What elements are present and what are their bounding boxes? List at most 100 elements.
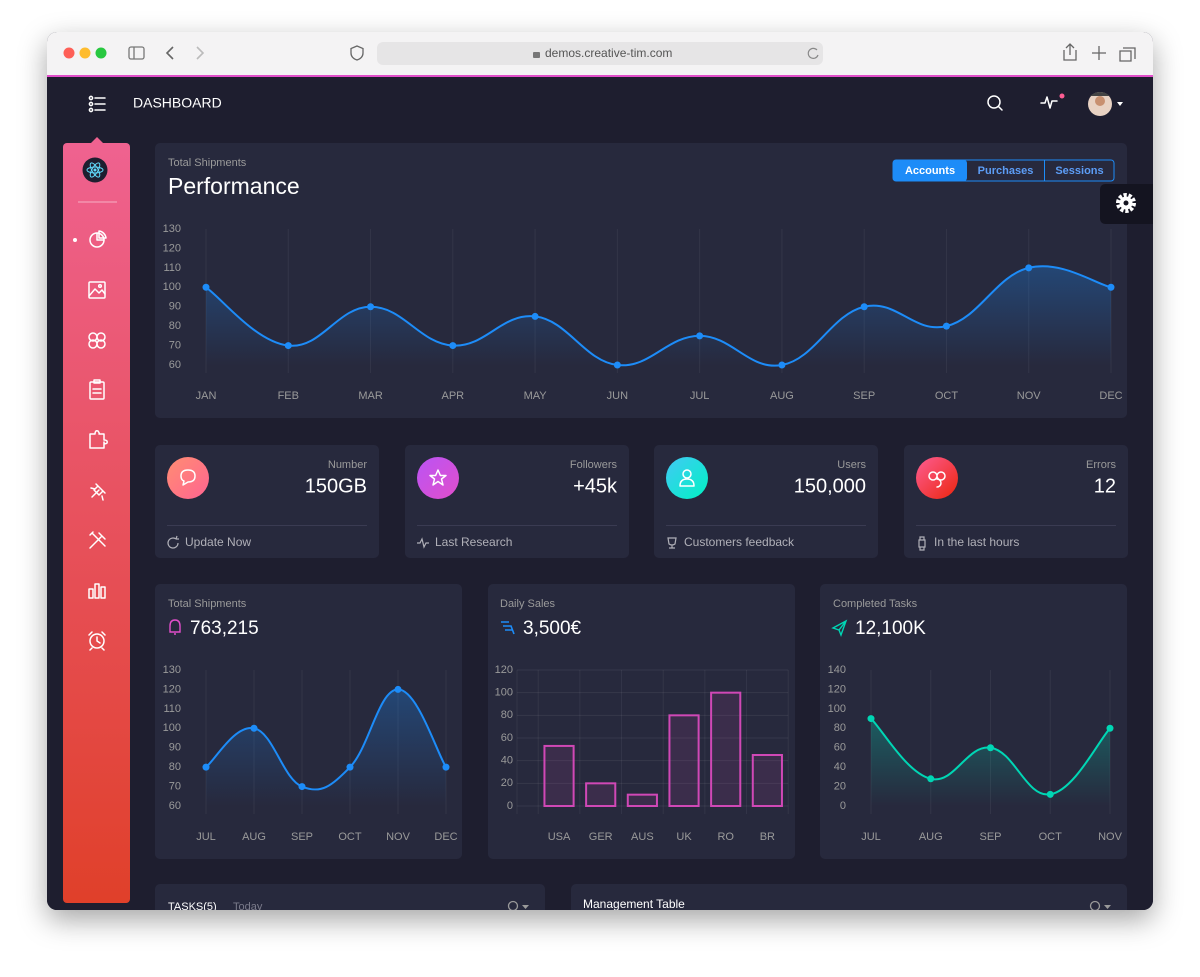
stat-icon bbox=[679, 469, 695, 487]
nav-upgrade[interactable] bbox=[88, 631, 106, 651]
x-tick-label: MAY bbox=[524, 390, 548, 402]
point bbox=[860, 303, 868, 311]
point bbox=[1107, 283, 1115, 291]
y-tick-label: 140 bbox=[828, 664, 846, 676]
y-tick-label: 100 bbox=[495, 687, 513, 699]
stat-footer-icon bbox=[167, 535, 179, 549]
point bbox=[298, 783, 306, 791]
y-tick-label: 100 bbox=[163, 281, 181, 293]
stat-footer-icon bbox=[417, 537, 429, 549]
x-tick-label: APR bbox=[442, 390, 465, 402]
stat-icon bbox=[928, 471, 946, 488]
tab-label[interactable]: Sessions bbox=[1055, 165, 1103, 177]
card-value: 763,215 bbox=[190, 618, 259, 639]
point bbox=[867, 715, 875, 723]
stat-value: +45k bbox=[573, 475, 618, 497]
y-tick-label: 90 bbox=[169, 742, 181, 754]
point bbox=[778, 361, 786, 369]
tasks-settings[interactable] bbox=[507, 900, 530, 911]
point bbox=[449, 342, 457, 350]
x-tick-label: JUL bbox=[196, 831, 216, 843]
x-tick-label: JUN bbox=[607, 390, 628, 402]
y-tick-label: 0 bbox=[840, 800, 846, 812]
x-tick-label: DEC bbox=[1099, 390, 1122, 402]
stat-card bbox=[654, 445, 878, 558]
stat-footer: Last Research bbox=[435, 535, 512, 549]
x-tick-label: USA bbox=[548, 831, 571, 843]
stat-footer: In the last hours bbox=[934, 535, 1019, 549]
stat-icon-bg bbox=[167, 457, 209, 499]
bar bbox=[543, 744, 575, 808]
card-value: 3,500€ bbox=[523, 618, 582, 639]
zoom-button[interactable] bbox=[95, 47, 107, 59]
nav-rtl[interactable] bbox=[88, 583, 106, 599]
user-menu[interactable] bbox=[1088, 92, 1123, 116]
y-tick-label: 100 bbox=[163, 722, 181, 734]
tab-active[interactable] bbox=[893, 160, 967, 181]
nav-tables[interactable] bbox=[90, 483, 106, 501]
nav-notifications[interactable] bbox=[89, 379, 105, 400]
x-tick-label: GER bbox=[589, 831, 613, 843]
card-title: Daily Sales bbox=[500, 598, 556, 610]
notifications-button[interactable] bbox=[1040, 93, 1065, 109]
nav-typography[interactable] bbox=[89, 531, 106, 549]
card-value: 12,100K bbox=[855, 618, 926, 639]
tab-label[interactable]: Accounts bbox=[905, 165, 955, 177]
y-tick-label: 120 bbox=[828, 683, 846, 695]
card-title: Performance bbox=[168, 173, 300, 199]
stat-card bbox=[904, 445, 1128, 558]
x-tick-label: JUL bbox=[861, 831, 881, 843]
stat-label: Number bbox=[328, 459, 367, 471]
x-tick-label: OCT bbox=[1039, 831, 1063, 843]
search-button[interactable] bbox=[987, 95, 1003, 111]
stat-value: 150,000 bbox=[794, 475, 866, 497]
x-tick-label: UK bbox=[676, 831, 692, 843]
reload-button[interactable] bbox=[807, 47, 819, 59]
stat-cards: Number 150GB Update Now Followers +45k Last R… bbox=[155, 445, 1128, 558]
share-button[interactable] bbox=[1063, 43, 1077, 61]
stat-card bbox=[155, 445, 379, 558]
nav-icons[interactable] bbox=[88, 281, 106, 299]
y-tick-label: 60 bbox=[501, 732, 513, 744]
y-tick-label: 60 bbox=[169, 800, 181, 812]
sidebar-toggle[interactable] bbox=[128, 46, 145, 60]
y-tick-label: 110 bbox=[163, 262, 181, 274]
point bbox=[442, 763, 450, 771]
shield-icon[interactable] bbox=[350, 45, 364, 61]
url-bar[interactable] bbox=[377, 42, 823, 65]
table-settings[interactable] bbox=[1089, 900, 1112, 911]
x-tick-label: SEP bbox=[853, 390, 875, 402]
back-button[interactable] bbox=[165, 46, 174, 60]
nav-dashboard[interactable] bbox=[89, 230, 107, 248]
y-tick-label: 60 bbox=[169, 359, 181, 371]
nav-maps[interactable] bbox=[88, 332, 106, 349]
y-tick-label: 40 bbox=[501, 755, 513, 767]
url-text: demos.creative-tim.com bbox=[545, 46, 672, 60]
point bbox=[346, 763, 354, 771]
line-area bbox=[206, 689, 446, 806]
y-tick-label: 0 bbox=[507, 800, 513, 812]
y-tick-label: 90 bbox=[169, 301, 181, 313]
new-tab-button[interactable] bbox=[1092, 46, 1106, 60]
close-button[interactable] bbox=[63, 47, 75, 59]
y-tick-label: 80 bbox=[169, 320, 181, 332]
y-tick-label: 120 bbox=[163, 683, 181, 695]
point bbox=[927, 775, 935, 783]
nav-profile[interactable] bbox=[89, 430, 108, 449]
x-tick-label: FEB bbox=[278, 390, 299, 402]
bar bbox=[626, 793, 658, 808]
point bbox=[1025, 264, 1033, 272]
minimize-button[interactable] bbox=[79, 47, 91, 59]
tabs-button[interactable] bbox=[1119, 47, 1136, 62]
menu-toggle[interactable] bbox=[88, 95, 106, 113]
logo[interactable] bbox=[82, 157, 108, 183]
forward-button[interactable] bbox=[196, 46, 205, 60]
tab-label[interactable]: Purchases bbox=[978, 165, 1034, 177]
stat-value: 150GB bbox=[305, 475, 367, 497]
x-tick-label: NOV bbox=[1098, 831, 1123, 843]
settings-widget[interactable] bbox=[1100, 184, 1153, 224]
x-tick-label: JUL bbox=[690, 390, 710, 402]
